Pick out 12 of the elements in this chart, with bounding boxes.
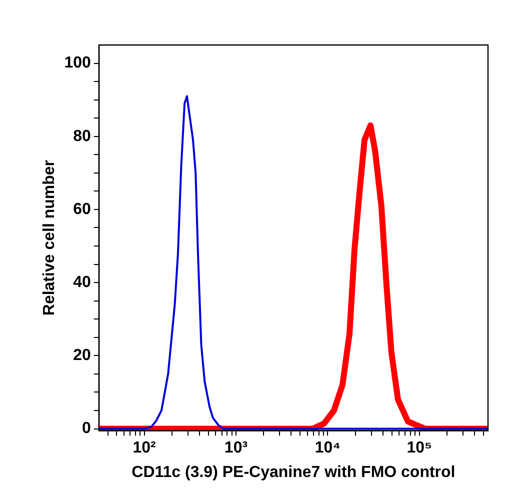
x-tick-label: 10⁴ [314, 440, 341, 457]
y-tick-label: 0 [82, 420, 91, 438]
x-tick-label: 10³ [224, 440, 248, 457]
x-tick-label: 10⁵ [406, 440, 432, 457]
y-axis-title: Relative cell number [41, 160, 58, 316]
x-tick-label: 10² [132, 440, 156, 457]
y-tick-label: 60 [73, 200, 91, 218]
y-tick-label: 80 [73, 128, 91, 145]
y-tick-label: 100 [64, 54, 91, 72]
y-tick-label: 40 [73, 274, 91, 291]
x-axis-title: CD11c (3.9) PE-Cyanine7 with FMO control [132, 464, 456, 481]
y-tick-label: 20 [73, 347, 91, 364]
